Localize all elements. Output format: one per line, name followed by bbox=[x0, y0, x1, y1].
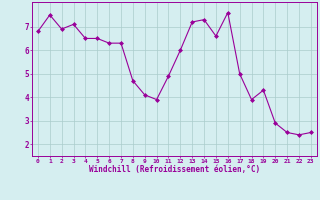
X-axis label: Windchill (Refroidissement éolien,°C): Windchill (Refroidissement éolien,°C) bbox=[89, 165, 260, 174]
